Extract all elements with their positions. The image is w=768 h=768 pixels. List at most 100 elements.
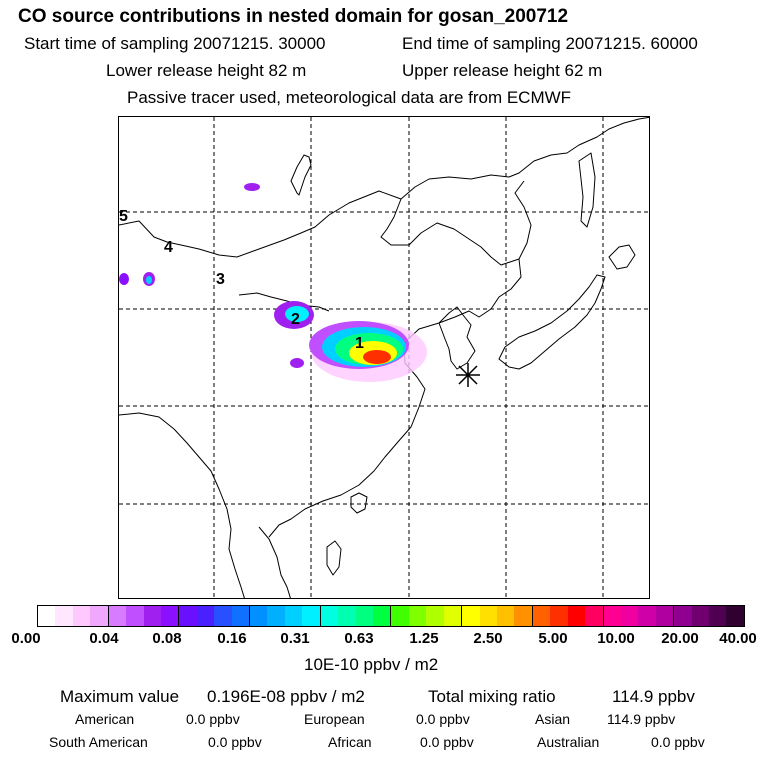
south-asia-border <box>119 412 245 598</box>
colorbar-tick-2: 0.08 <box>152 630 182 647</box>
colorbar-cell <box>338 606 356 626</box>
lower-release-label: Lower release height 82 m <box>106 61 307 80</box>
colorbar-tick-9: 10.00 <box>597 630 635 647</box>
colorbar-cell <box>373 606 392 626</box>
region-american-value: 0.0 ppbv <box>186 711 240 727</box>
colorbar-tick-7: 2.50 <box>473 630 503 647</box>
colorbar-cell <box>250 606 268 626</box>
colorbar-cell <box>567 606 586 626</box>
colorbar-tick-5: 0.63 <box>344 630 374 647</box>
japan-hokkaido <box>608 244 636 270</box>
total-mixing-label: Total mixing ratio <box>428 687 556 706</box>
china-coastline <box>268 258 522 538</box>
colorbar-cell <box>231 606 251 626</box>
colorbar-cell <box>426 606 444 626</box>
trajectory-marker-1: 1 <box>355 335 364 352</box>
mainland-southeast-asia <box>258 526 291 598</box>
colorbar-tick-1: 0.04 <box>89 630 119 647</box>
lat-lon-grid <box>119 117 649 598</box>
colorbar-cell <box>638 606 656 626</box>
mongolia-southern-border <box>238 292 330 312</box>
colorbar-cell <box>496 606 515 626</box>
japan-honshu <box>498 274 606 370</box>
colorbar-cell <box>655 606 675 626</box>
colorbar-cell <box>179 606 197 626</box>
region-australian-value: 0.0 ppbv <box>651 734 705 750</box>
colorbar-cell <box>90 606 109 626</box>
colorbar-tick-6: 1.25 <box>409 630 439 647</box>
colorbar-cell <box>550 606 568 626</box>
map-panel: 1 2 3 4 5 <box>118 116 650 599</box>
colorbar-cell <box>160 606 180 626</box>
colorbar-cell <box>479 606 497 626</box>
colorbar-tick-11: 40.00 <box>719 630 757 647</box>
region-asian-value: 114.9 ppbv <box>607 711 676 727</box>
colorbar-unit: 10E-10 ppbv / m2 <box>304 655 439 674</box>
end-time-label: End time of sampling 20071215. 60000 <box>402 34 698 53</box>
colorbar-cell <box>38 606 56 626</box>
colorbar-cell <box>72 606 91 626</box>
china-mongolia-border <box>380 180 532 266</box>
colorbar-cell <box>126 606 144 626</box>
colorbar-cell <box>620 606 639 626</box>
colorbar-cell <box>355 606 374 626</box>
colorbar-cell <box>143 606 161 626</box>
plume-edge-spot <box>119 273 129 285</box>
colorbar-tick-3: 0.16 <box>217 630 247 647</box>
colorbar-cell <box>691 606 710 626</box>
sakhalin-island <box>578 152 596 228</box>
colorbar-cell <box>267 606 285 626</box>
map-title: CO source contributions in nested domain… <box>18 6 569 27</box>
region-european-label: European <box>304 711 365 727</box>
plume-north-spot <box>244 183 260 191</box>
colorbar-cell <box>462 606 480 626</box>
colorbar-cell <box>196 606 215 626</box>
plume-south-spot <box>290 358 304 368</box>
region-asian-label: Asian <box>535 711 571 727</box>
region-european-value: 0.0 ppbv <box>416 711 470 727</box>
colorbar-cell <box>709 606 727 626</box>
colorbar-cell <box>674 606 692 626</box>
colorbar-tick-4: 0.31 <box>280 630 310 647</box>
colorbar-tick-10: 20.00 <box>661 630 699 647</box>
colorbar-cell <box>514 606 533 626</box>
region-african-label: African <box>328 734 372 750</box>
taiwan-island <box>350 492 368 514</box>
coastlines <box>119 117 649 598</box>
colorbar-cell <box>585 606 604 626</box>
plume-core <box>363 350 391 364</box>
hainan-island <box>326 540 342 576</box>
map-canvas <box>119 117 649 598</box>
region-american-label: American <box>75 711 135 727</box>
lake-baikal <box>290 154 312 196</box>
colorbar-cell <box>320 606 339 626</box>
max-value: 0.196E-08 ppbv / m2 <box>207 687 365 706</box>
colorbar-cell <box>55 606 73 626</box>
max-value-label: Maximum value <box>60 687 180 706</box>
colorbar-cell <box>532 606 551 626</box>
trajectory-marker-3: 3 <box>216 271 225 288</box>
start-time-label: Start time of sampling 20071215. 30000 <box>24 34 326 53</box>
northern-border <box>119 117 649 258</box>
plume-west-lobe-core <box>285 306 309 322</box>
trajectory-marker-5: 5 <box>119 208 128 225</box>
colorbar-cell <box>391 606 409 626</box>
region-african-value: 0.0 ppbv <box>420 734 474 750</box>
colorbar-cell <box>214 606 232 626</box>
colorbar-cell <box>726 606 744 626</box>
tracer-note: Passive tracer used, meteorological data… <box>127 88 572 107</box>
colorbar-cell <box>443 606 463 626</box>
receptor-star-marker <box>456 363 480 387</box>
trajectory-marker-4: 4 <box>164 239 173 256</box>
region-south-american-value: 0.0 ppbv <box>208 734 262 750</box>
colorbar-cell <box>408 606 427 626</box>
colorbar-cell <box>302 606 321 626</box>
source-contribution-plume <box>119 183 427 382</box>
region-australian-label: Australian <box>537 734 600 750</box>
region-south-american-label: South American <box>49 734 148 750</box>
total-mixing-value: 114.9 ppbv <box>612 687 695 706</box>
colorbar-tick-8: 5.00 <box>538 630 568 647</box>
colorbar-cell <box>603 606 621 626</box>
upper-release-label: Upper release height 62 m <box>402 61 603 80</box>
colorbar-cell <box>284 606 303 626</box>
